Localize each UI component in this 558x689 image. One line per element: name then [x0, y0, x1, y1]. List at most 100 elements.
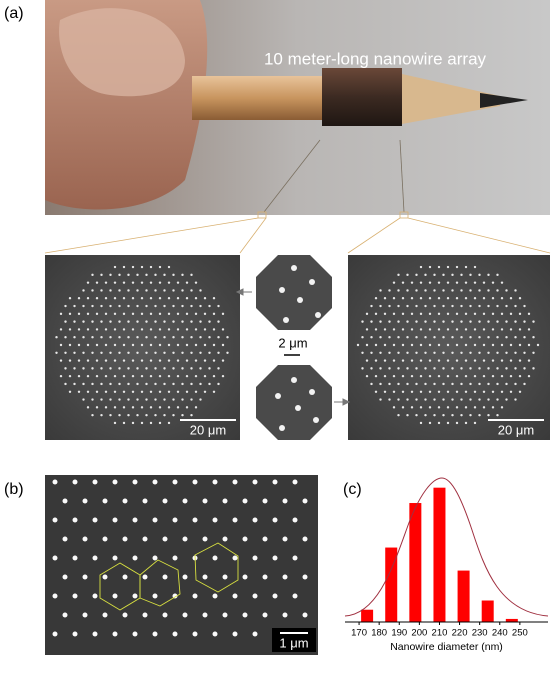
- dot: [455, 281, 459, 284]
- dot: [118, 351, 121, 354]
- dot: [163, 336, 166, 339]
- dot: [361, 336, 364, 339]
- dot: [68, 359, 72, 362]
- dot: [383, 328, 387, 331]
- dot: [104, 374, 108, 378]
- dot: [217, 351, 220, 354]
- dot: [152, 517, 158, 523]
- dot: [392, 390, 396, 393]
- dot: [181, 320, 184, 323]
- dot: [203, 328, 207, 331]
- dot: [442, 304, 445, 308]
- dot: [190, 398, 193, 401]
- dot: [291, 265, 297, 271]
- dot: [95, 390, 99, 393]
- dot: [113, 421, 117, 425]
- dot: [62, 498, 68, 504]
- dot: [118, 304, 121, 308]
- dot: [185, 374, 189, 378]
- dot: [491, 297, 495, 300]
- dot: [487, 367, 490, 370]
- dot: [203, 359, 207, 362]
- dot: [86, 297, 90, 300]
- dot: [181, 413, 184, 417]
- x-tick-label: 210: [432, 628, 448, 639]
- dot: [194, 359, 198, 362]
- x-tick-label: 240: [492, 628, 508, 639]
- dot: [222, 574, 228, 580]
- dot: [158, 297, 162, 300]
- dot: [482, 406, 486, 409]
- dot: [217, 304, 220, 308]
- dot: [262, 498, 268, 504]
- dot: [451, 413, 454, 417]
- dot: [95, 343, 99, 347]
- dot: [514, 320, 517, 323]
- dot: [182, 574, 188, 580]
- dot: [140, 359, 144, 362]
- dot: [523, 320, 526, 323]
- dot: [127, 273, 130, 277]
- dot: [149, 421, 153, 425]
- dot: [112, 593, 118, 599]
- dot: [91, 398, 94, 401]
- dot: [302, 574, 308, 580]
- dot: [500, 328, 504, 331]
- dot: [487, 351, 490, 354]
- dot: [181, 382, 184, 386]
- dot: [496, 413, 499, 417]
- dot: [190, 367, 193, 370]
- dot: [140, 406, 144, 409]
- zoom-lines: [263, 139, 405, 213]
- dot: [122, 498, 128, 504]
- dot: [491, 343, 495, 347]
- dot: [149, 297, 153, 300]
- dot: [419, 421, 423, 425]
- dot: [473, 421, 477, 425]
- dot: [424, 273, 427, 277]
- dot: [442, 336, 445, 339]
- dot: [388, 351, 391, 354]
- dot: [365, 328, 369, 331]
- dot: [401, 359, 405, 362]
- dot: [82, 536, 88, 542]
- dot: [478, 273, 481, 277]
- dot: [203, 374, 207, 378]
- dot: [149, 406, 153, 409]
- dot: [185, 343, 189, 347]
- dot: [433, 304, 436, 308]
- dot: [77, 343, 81, 347]
- dot: [199, 320, 202, 323]
- dot: [523, 367, 526, 370]
- dot: [149, 265, 153, 269]
- sem-image: [348, 255, 550, 440]
- dot: [86, 328, 90, 331]
- dot: [292, 479, 298, 485]
- dot: [172, 382, 175, 386]
- dot: [410, 281, 414, 284]
- pencil-photo: [45, 0, 550, 215]
- dot: [68, 390, 72, 393]
- dot: [406, 304, 409, 308]
- bar: [409, 503, 422, 622]
- dot: [419, 297, 423, 300]
- dot: [118, 413, 121, 417]
- dot: [469, 382, 472, 386]
- dot: [136, 289, 139, 292]
- dot: [113, 297, 117, 300]
- zoom-guides: [44, 211, 551, 254]
- dot: [194, 406, 198, 409]
- dot: [478, 413, 481, 417]
- dot: [496, 398, 499, 401]
- dot: [221, 359, 225, 362]
- dot: [127, 351, 130, 354]
- dot: [158, 406, 162, 409]
- dot: [482, 312, 486, 316]
- dot: [532, 336, 535, 339]
- dot: [302, 498, 308, 504]
- dot: [374, 343, 378, 347]
- dot: [232, 593, 238, 599]
- dot: [82, 304, 85, 308]
- dot: [428, 406, 432, 409]
- dot: [127, 336, 130, 339]
